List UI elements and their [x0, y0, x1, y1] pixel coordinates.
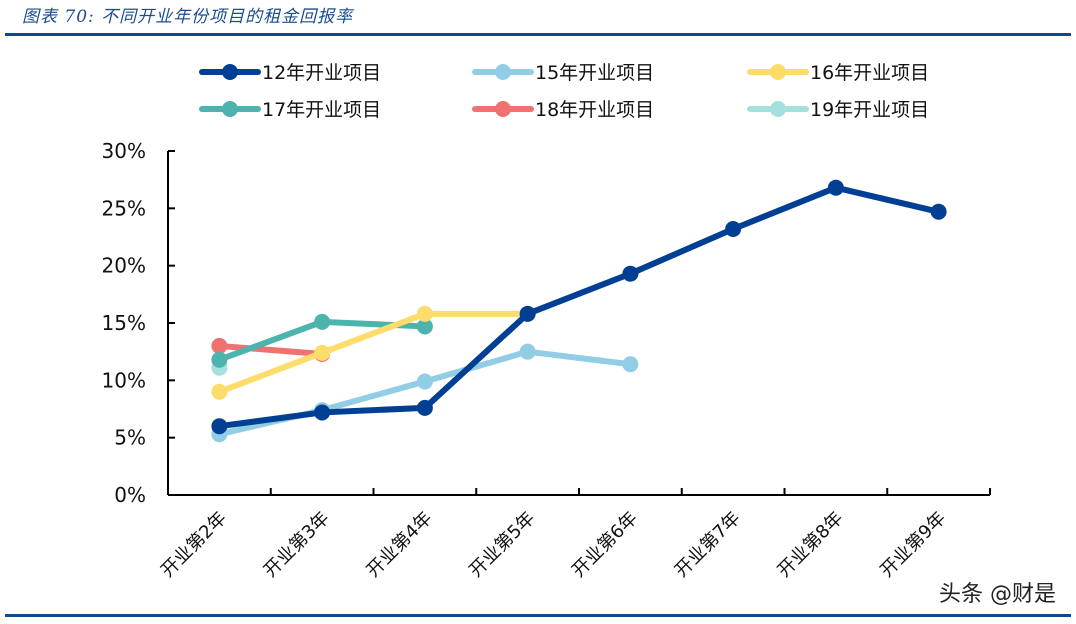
- data-point: [314, 404, 331, 421]
- series-lines: [211, 179, 947, 443]
- legend-item: 19年开业项目: [747, 99, 929, 121]
- watermark: 头条 @财是: [939, 582, 1056, 607]
- legend: 12年开业项目 15年开业项目 16年开业项目 17年开业项目 18年开业项目 19年开业…: [199, 62, 929, 121]
- legend-marker-icon: [770, 101, 786, 117]
- data-point: [416, 399, 433, 416]
- legend-label: 12年开业项目: [262, 62, 381, 84]
- legend-item: 16年开业项目: [747, 62, 929, 84]
- data-point: [519, 343, 536, 360]
- data-point: [211, 337, 228, 354]
- y-tick-label: 15%: [102, 311, 146, 335]
- data-point: [416, 373, 433, 390]
- legend-item: 15年开业项目: [472, 62, 654, 84]
- legend-marker-icon: [222, 64, 238, 80]
- data-point: [622, 356, 639, 373]
- legend-label: 16年开业项目: [810, 62, 929, 84]
- y-tick-label: 10%: [102, 368, 146, 392]
- x-tick-label: 开业第3年: [260, 508, 334, 582]
- x-tick-label: 开业第6年: [568, 508, 642, 582]
- y-tick-label: 30%: [102, 139, 146, 163]
- legend-label: 15年开业项目: [535, 62, 654, 84]
- data-point: [827, 179, 844, 196]
- legend-marker-icon: [770, 64, 786, 80]
- x-tick-label: 开业第8年: [774, 508, 848, 582]
- legend-marker-icon: [495, 64, 511, 80]
- data-point: [211, 351, 228, 368]
- y-tick-label: 20%: [102, 254, 146, 278]
- data-point: [725, 220, 742, 237]
- series-2: [211, 343, 639, 443]
- legend-item: 17年开业项目: [199, 99, 381, 121]
- y-tick-label: 25%: [102, 196, 146, 220]
- data-point: [416, 318, 433, 335]
- legend-label: 18年开业项目: [535, 99, 654, 121]
- x-tick-label: 开业第9年: [876, 508, 950, 582]
- data-point: [622, 265, 639, 282]
- legend-marker-icon: [222, 101, 238, 117]
- series-1: [211, 179, 947, 435]
- data-point: [519, 305, 536, 322]
- bottom-rule: [5, 614, 1071, 617]
- x-axis-labels: 开业第2年 开业第3年 开业第4年 开业第5年 开业第6年 开业第7年 开业第8年 开业第9年: [157, 508, 950, 582]
- data-point: [211, 418, 228, 435]
- data-point: [314, 344, 331, 361]
- data-point: [314, 313, 331, 330]
- figure-title: 图表 70: 不同开业年份项目的租金回报率: [22, 7, 354, 27]
- x-tick-label: 开业第7年: [671, 508, 745, 582]
- legend-marker-icon: [495, 101, 511, 117]
- axes: 0% 5% 10% 15% 20% 25% 30%: [102, 139, 991, 507]
- x-tick-label: 开业第4年: [363, 508, 437, 582]
- legend-label: 19年开业项目: [810, 99, 929, 121]
- y-tick-label: 5%: [114, 426, 146, 450]
- legend-label: 17年开业项目: [262, 99, 381, 121]
- data-point: [416, 305, 433, 322]
- data-point: [211, 383, 228, 400]
- legend-item: 18年开业项目: [472, 99, 654, 121]
- data-point: [930, 203, 947, 220]
- x-tick-label: 开业第2年: [157, 508, 231, 582]
- top-rule: [5, 33, 1071, 36]
- x-tick-label: 开业第5年: [465, 508, 539, 582]
- y-tick-label: 0%: [114, 483, 146, 507]
- legend-item: 12年开业项目: [199, 62, 381, 84]
